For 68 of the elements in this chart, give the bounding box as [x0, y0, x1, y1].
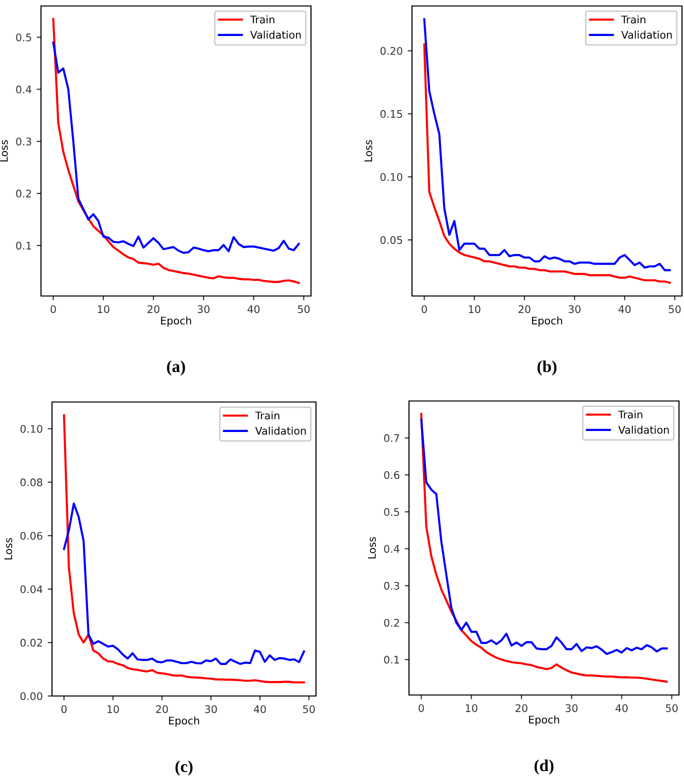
y-tick-label: 0.10 [380, 173, 402, 181]
line-series [62, 502, 306, 665]
y-axis-title: Loss [0, 140, 8, 162]
x-tick-label: 0 [61, 705, 67, 714]
x-tick-label: 0 [422, 305, 427, 314]
x-tick-label: 30 [568, 305, 580, 314]
x-tick-label: 0 [50, 305, 56, 314]
x-tick-label: 40 [254, 705, 266, 714]
y-tick-label: 0.5 [16, 33, 32, 42]
text: (d) [534, 759, 554, 775]
x-tick-label: 10 [107, 705, 119, 714]
y-tick-label: 0.3 [384, 582, 400, 590]
legend-label: Validation [621, 30, 672, 39]
x-tick-label: 40 [616, 704, 628, 712]
x-tick-label: 20 [156, 705, 168, 714]
x-tick-label: 20 [148, 305, 160, 314]
y-tick-label: 0.4 [16, 86, 32, 94]
text: (b) [538, 360, 556, 376]
x-tick-label: 40 [248, 305, 260, 314]
y-tick-label: 0.1 [16, 242, 32, 250]
y-tick-label: 0.10 [20, 424, 42, 433]
x-tick-label: 50 [298, 305, 310, 314]
y-tick-label: 0.4 [384, 544, 400, 553]
legend-label: Train [250, 15, 274, 24]
y-tick-label: 0.06 [20, 532, 42, 540]
y-tick-label: 0.02 [20, 638, 42, 647]
y-tick-label: 0.08 [20, 478, 42, 486]
x-tick-label: 50 [666, 704, 678, 712]
x-tick-label: 30 [198, 305, 210, 314]
legend-label: Train [255, 411, 280, 420]
legend-label: Train [618, 410, 642, 418]
y-axis-title: Loss [364, 140, 372, 162]
text: (c) [175, 760, 193, 776]
x-tick-label: 20 [518, 305, 530, 314]
y-tick-label: 0.1 [384, 656, 400, 664]
line-series [52, 41, 300, 254]
text: (a) [167, 360, 185, 376]
y-tick-label: 0.3 [16, 138, 32, 146]
y-tick-label: 0.00 [20, 692, 42, 700]
legend-label: Validation [255, 426, 306, 435]
x-tick-label: 10 [466, 704, 478, 712]
y-axis-title: Loss [368, 537, 376, 558]
x-tick-label: 10 [98, 305, 110, 314]
x-axis-title: Epoch [169, 716, 200, 727]
y-tick-label: 0.2 [384, 618, 399, 627]
y-tick-label: 0.5 [384, 508, 400, 516]
x-axis-title: Epoch [529, 716, 560, 726]
y-tick-label: 0.2 [16, 190, 31, 198]
legend-label: Validation [250, 30, 301, 39]
x-tick-label: 50 [303, 705, 315, 714]
y-tick-label: 0.05 [380, 236, 402, 244]
y-tick-label: 0.6 [384, 471, 400, 479]
y-tick-label: 0.7 [384, 434, 400, 442]
y-tick-label: 0.04 [20, 585, 42, 594]
x-tick-label: 30 [205, 705, 217, 714]
legend-label: Train [621, 15, 646, 24]
y-axis-title: Loss [4, 538, 12, 560]
x-tick-label: 40 [618, 305, 631, 314]
x-tick-label: 50 [668, 305, 681, 314]
y-tick-label: 0.15 [380, 110, 402, 118]
x-tick-label: 30 [566, 704, 578, 712]
x-tick-label: 20 [516, 704, 528, 712]
legend-label: Validation [618, 426, 669, 434]
y-tick-label: 0.20 [380, 46, 402, 55]
x-tick-label: 10 [468, 305, 480, 314]
x-axis-title: Epoch [532, 316, 562, 327]
x-axis-title: Epoch [161, 316, 192, 327]
x-tick-label: 0 [418, 704, 424, 712]
